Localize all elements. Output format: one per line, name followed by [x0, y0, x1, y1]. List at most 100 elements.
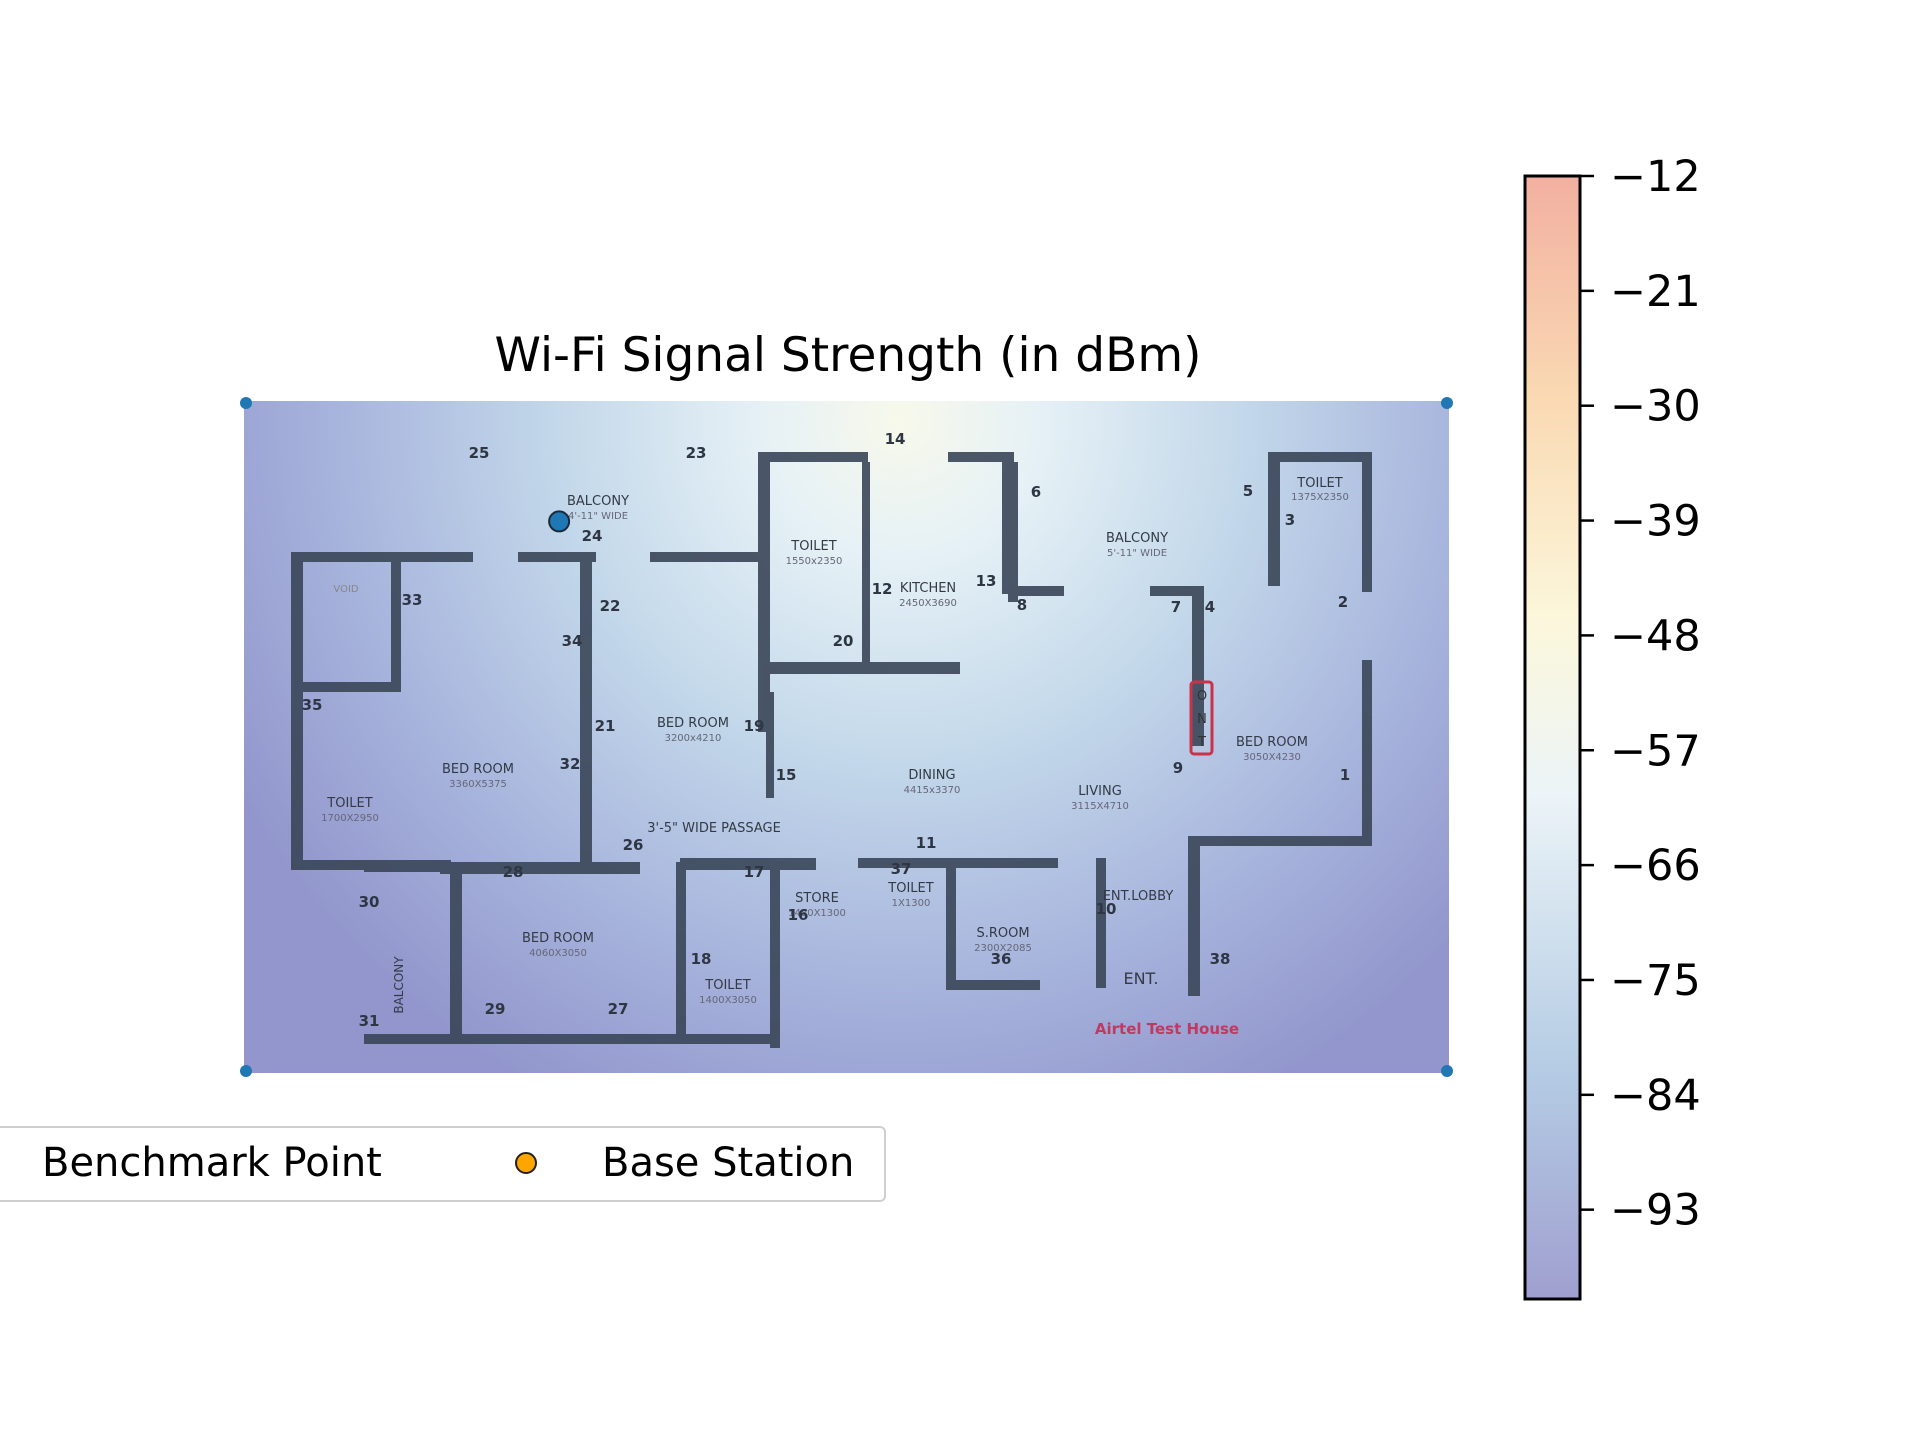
ont-letter: N — [1197, 712, 1207, 727]
colorbar-tick-label: −66 — [1610, 841, 1701, 891]
benchmark-point-label: 15 — [776, 766, 797, 784]
ont-box: O N T — [1189, 680, 1214, 756]
room-name: BALCONY — [392, 956, 406, 1014]
room-dims: 4060X3050 — [529, 948, 587, 959]
wall — [1188, 836, 1372, 846]
benchmark-point-label: 10 — [1096, 900, 1117, 918]
wall — [1268, 452, 1280, 586]
wall — [364, 1034, 776, 1044]
benchmark-point-label: 29 — [485, 1000, 506, 1018]
wall — [364, 868, 452, 872]
wall — [1014, 586, 1064, 596]
colorbar-tick-label: −57 — [1610, 726, 1701, 776]
wall — [676, 862, 686, 1036]
benchmark-point-label: 5 — [1243, 482, 1253, 500]
benchmark-point-label: 13 — [976, 572, 997, 590]
colorbar: −12 −21 −30 −39 −48 −57 −66 −75 −84 −93 — [1523, 152, 1701, 1301]
legend-label: Benchmark Point — [42, 1140, 382, 1186]
room-name: TOILET — [326, 796, 372, 811]
wall — [862, 462, 870, 674]
wall — [391, 562, 401, 682]
wall — [946, 858, 956, 990]
benchmark-point-label: 11 — [916, 834, 937, 852]
benchmark-point-label: 37 — [891, 860, 912, 878]
room-labels: BALCONY 4'-11" WIDE TOILET 1550x2350 KIT… — [321, 476, 1349, 1038]
wall — [580, 552, 592, 862]
room-dims: 3050X4230 — [1243, 752, 1301, 763]
wall — [1096, 858, 1106, 988]
benchmark-point-label: 28 — [503, 863, 524, 881]
ont-outline — [1189, 680, 1214, 756]
wall — [440, 862, 640, 874]
benchmark-point-label: 20 — [833, 632, 854, 650]
colorbar-tick-label: −12 — [1610, 152, 1701, 202]
benchmark-point-label: 3 — [1285, 511, 1295, 529]
benchmark-point-label: 30 — [359, 893, 380, 911]
void-label: VOID — [333, 584, 358, 595]
colorbar-tick-label: −75 — [1610, 956, 1701, 1006]
room-name: TOILET — [1296, 476, 1342, 491]
room-name: ENT.LOBBY — [1103, 889, 1174, 904]
corner-marker — [1441, 1065, 1453, 1077]
floorplan — [291, 452, 1372, 1048]
benchmark-point-label: 32 — [560, 755, 581, 773]
room-name: BED ROOM — [1236, 735, 1308, 750]
room-name: TOILET — [790, 539, 836, 554]
room-dims: 1700X2950 — [321, 813, 379, 824]
heatmap-plot — [240, 397, 1453, 1077]
wall — [946, 980, 1040, 990]
benchmark-point-label: 18 — [691, 950, 712, 968]
wall — [376, 1034, 380, 1038]
wall — [1150, 586, 1200, 596]
room-dims: 1375X2350 — [1291, 492, 1349, 503]
benchmark-point-label: 24 — [582, 527, 603, 545]
wall — [680, 858, 816, 870]
wall — [766, 692, 774, 798]
benchmark-point-label: 4 — [1205, 598, 1215, 616]
room-name: STORE — [795, 891, 839, 906]
benchmark-point-label: 19 — [744, 717, 765, 735]
room-dims: 1X1300 — [892, 898, 931, 909]
room-dims: 5'-11" WIDE — [1107, 548, 1167, 559]
benchmark-point-label: 36 — [991, 950, 1012, 968]
floorplan-caption: Airtel Test House — [1095, 1020, 1239, 1038]
legend-marker — [515, 1152, 537, 1174]
ont-letter: T — [1197, 735, 1206, 750]
colorbar-tick-label: −39 — [1610, 497, 1701, 547]
benchmark-point-label: 22 — [600, 597, 621, 615]
benchmark-point-label: 1 — [1340, 766, 1350, 784]
wall — [758, 452, 770, 732]
benchmark-point-label: 21 — [595, 717, 616, 735]
wall — [770, 858, 780, 1048]
corner-marker — [1441, 397, 1453, 409]
colorbar-ticks: −12 −21 −30 −39 −48 −57 −66 −75 −84 −93 — [1580, 152, 1701, 1236]
base-station-marker — [548, 510, 571, 533]
corner-marker — [240, 1065, 252, 1077]
room-name: LIVING — [1078, 784, 1122, 799]
benchmark-point-label: 23 — [686, 444, 707, 462]
room-dims: 3360X5375 — [449, 779, 507, 790]
colorbar-tick-label: −48 — [1610, 611, 1701, 661]
room-dims: 3115X4710 — [1071, 801, 1129, 812]
wall — [518, 552, 596, 562]
room-name: TOILET — [887, 881, 933, 896]
benchmark-point-label: 27 — [608, 1000, 629, 1018]
room-dims: 4'-11" WIDE — [568, 511, 628, 522]
room-name: TOILET — [704, 978, 750, 993]
wall — [1188, 836, 1200, 996]
chart-title: Wi-Fi Signal Strength (in dBm) — [495, 328, 1202, 383]
colorbar-frame — [1523, 174, 1582, 1301]
benchmark-point-label: 26 — [623, 836, 644, 854]
wall — [291, 552, 303, 870]
room-dims: 2300X2085 — [974, 943, 1032, 954]
wall — [1192, 586, 1204, 746]
room-dims: 3200x4210 — [665, 733, 722, 744]
room-dims: 1400X3050 — [699, 995, 757, 1006]
colorbar-tick-label: −21 — [1610, 267, 1701, 317]
colorbar-tick-label: −93 — [1610, 1186, 1701, 1236]
wall — [291, 552, 473, 562]
legend: Benchmark Point Base Station — [0, 1126, 886, 1202]
benchmark-point-label: 31 — [359, 1012, 380, 1030]
benchmark-point-label: 7 — [1171, 598, 1181, 616]
